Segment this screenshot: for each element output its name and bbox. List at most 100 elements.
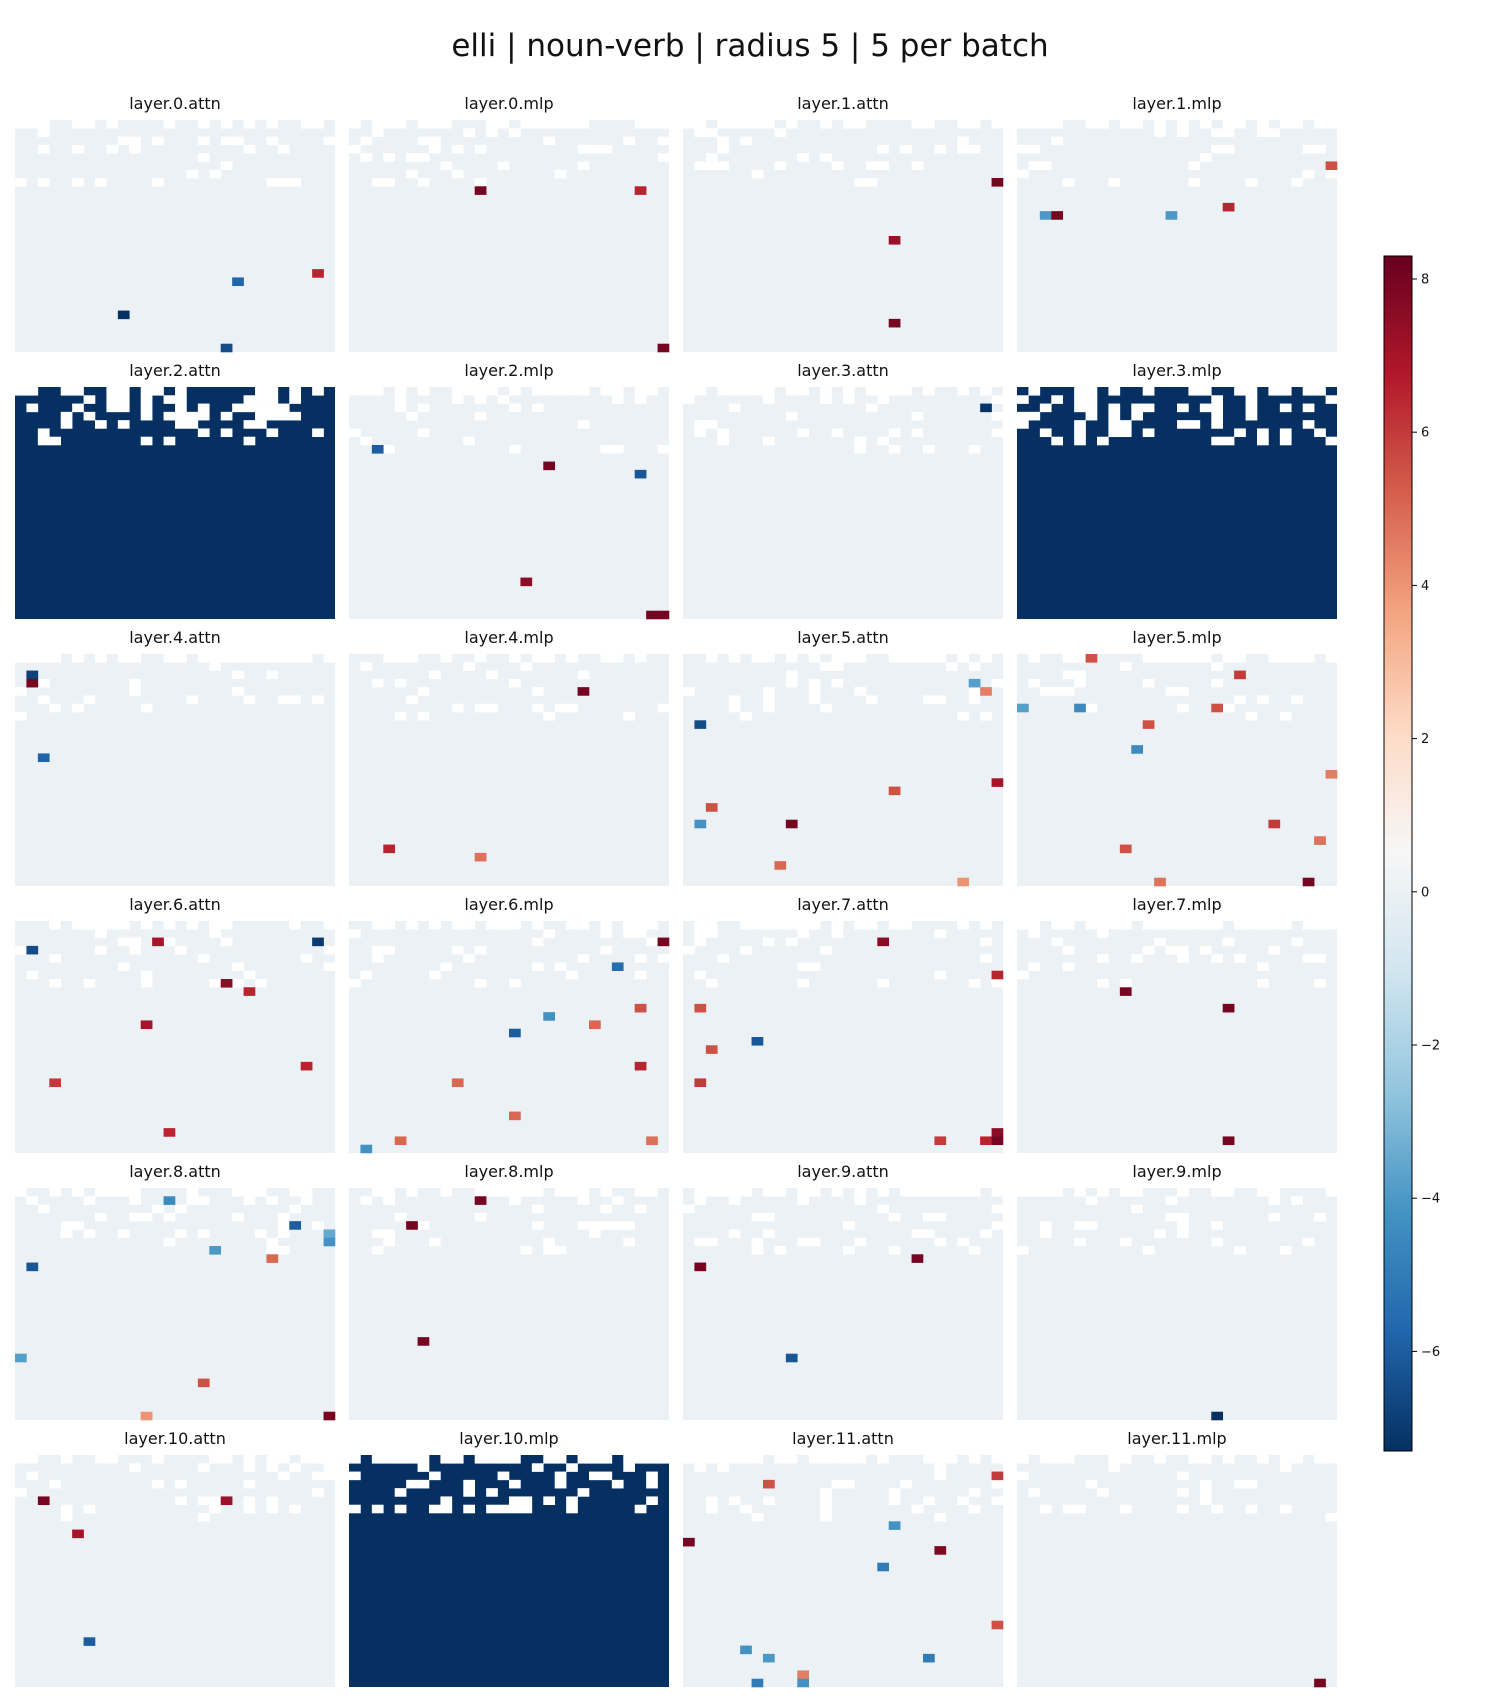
blank-cell (705, 1504, 718, 1514)
blank-cell (417, 1463, 430, 1472)
blank-cell (175, 1496, 187, 1506)
blank-cell (785, 654, 798, 663)
heat-cell (543, 461, 556, 471)
blank-cell (1097, 1488, 1109, 1497)
blank-cell (394, 1488, 407, 1497)
heat-cell (991, 1471, 1004, 1481)
heat-cell (763, 1479, 775, 1489)
blank-cell (923, 1496, 935, 1506)
blank-cell (1039, 161, 1052, 171)
blank-cell (1062, 670, 1075, 680)
blank-cell (1245, 395, 1258, 404)
blank-cell (865, 387, 878, 396)
blank-cell (209, 979, 222, 988)
blank-cell (394, 120, 407, 129)
heat-cell (888, 236, 901, 245)
blank-cell (865, 161, 878, 171)
blank-cell (623, 929, 636, 938)
blank-cell (531, 120, 544, 129)
blank-cell (509, 678, 521, 688)
blank-cell (843, 387, 855, 396)
blank-cell (543, 654, 556, 663)
heatmap-panel (1017, 1188, 1338, 1421)
blank-cell (474, 395, 487, 404)
blank-cell (957, 387, 970, 396)
blank-cell (509, 387, 521, 396)
heat-cell (406, 1221, 418, 1230)
blank-cell (589, 1455, 601, 1464)
blank-cell (1245, 178, 1258, 187)
blank-cell (763, 921, 775, 930)
blank-cell (980, 937, 992, 947)
blank-cell (991, 428, 1004, 438)
blank-cell (232, 403, 244, 413)
blank-cell (371, 387, 384, 396)
blank-cell (72, 144, 84, 154)
blank-cell (474, 703, 487, 713)
blank-cell (1211, 662, 1224, 671)
heat-cell (83, 1637, 96, 1646)
blank-cell (117, 387, 130, 396)
blank-cell (323, 945, 336, 955)
blank-cell (694, 970, 707, 980)
blank-cell (877, 1204, 890, 1214)
blank-cell (1291, 654, 1304, 663)
blank-cell (197, 428, 210, 438)
blank-cell (934, 970, 947, 980)
blank-cell (705, 153, 718, 162)
blank-cell (854, 1455, 867, 1464)
heatmap-panel (1017, 120, 1338, 352)
heat-cell (763, 1653, 775, 1663)
blank-cell (152, 1204, 164, 1214)
blank-cell (15, 120, 27, 129)
blank-cell (705, 1188, 718, 1197)
heat-cell (1119, 987, 1132, 996)
blank-cell (312, 120, 324, 129)
heatmap-panel (349, 1188, 669, 1420)
blank-cell (554, 1246, 567, 1255)
blank-cell (1302, 387, 1315, 396)
blank-cell (900, 1188, 912, 1197)
blank-cell (797, 387, 810, 396)
blank-cell (1222, 1188, 1235, 1197)
blank-cell (451, 387, 464, 396)
blank-cell (106, 1455, 119, 1464)
heat-cell (220, 1496, 233, 1506)
blank-cell (117, 403, 130, 413)
blank-cell (763, 687, 775, 696)
heat-cell (785, 819, 798, 829)
blank-cell (1234, 428, 1246, 438)
blank-cell (1211, 128, 1224, 137)
blank-cell (1279, 921, 1292, 930)
blank-cell (1268, 654, 1281, 663)
blank-cell (554, 1455, 567, 1464)
blank-cell (843, 1479, 855, 1489)
blank-cell (577, 1196, 590, 1205)
heat-cell (451, 1078, 464, 1088)
blank-cell (266, 1463, 279, 1472)
blank-cell (220, 411, 233, 421)
blank-cell (923, 445, 935, 454)
blank-cell (406, 411, 418, 421)
blank-cell (1245, 1504, 1258, 1514)
blank-cell (289, 411, 302, 421)
blank-cell (440, 654, 453, 663)
blank-cell (623, 712, 636, 721)
blank-cell (509, 921, 521, 930)
blank-cell (774, 1455, 787, 1464)
blank-cell (394, 678, 407, 688)
blank-cell (763, 387, 775, 396)
blank-cell (1131, 120, 1144, 129)
blank-cell (277, 178, 290, 187)
blank-cell (888, 1212, 901, 1222)
blank-cell (323, 1471, 336, 1481)
blank-cell (429, 1504, 441, 1514)
panel-title: layer.3.mlp (1132, 361, 1222, 380)
blank-cell (417, 403, 430, 413)
blank-cell (232, 687, 244, 696)
blank-cell (751, 1246, 764, 1255)
panel-title: layer.10.mlp (459, 1429, 559, 1448)
blank-cell (945, 1188, 958, 1197)
blank-cell (371, 1188, 384, 1197)
blank-cell (1039, 687, 1052, 696)
